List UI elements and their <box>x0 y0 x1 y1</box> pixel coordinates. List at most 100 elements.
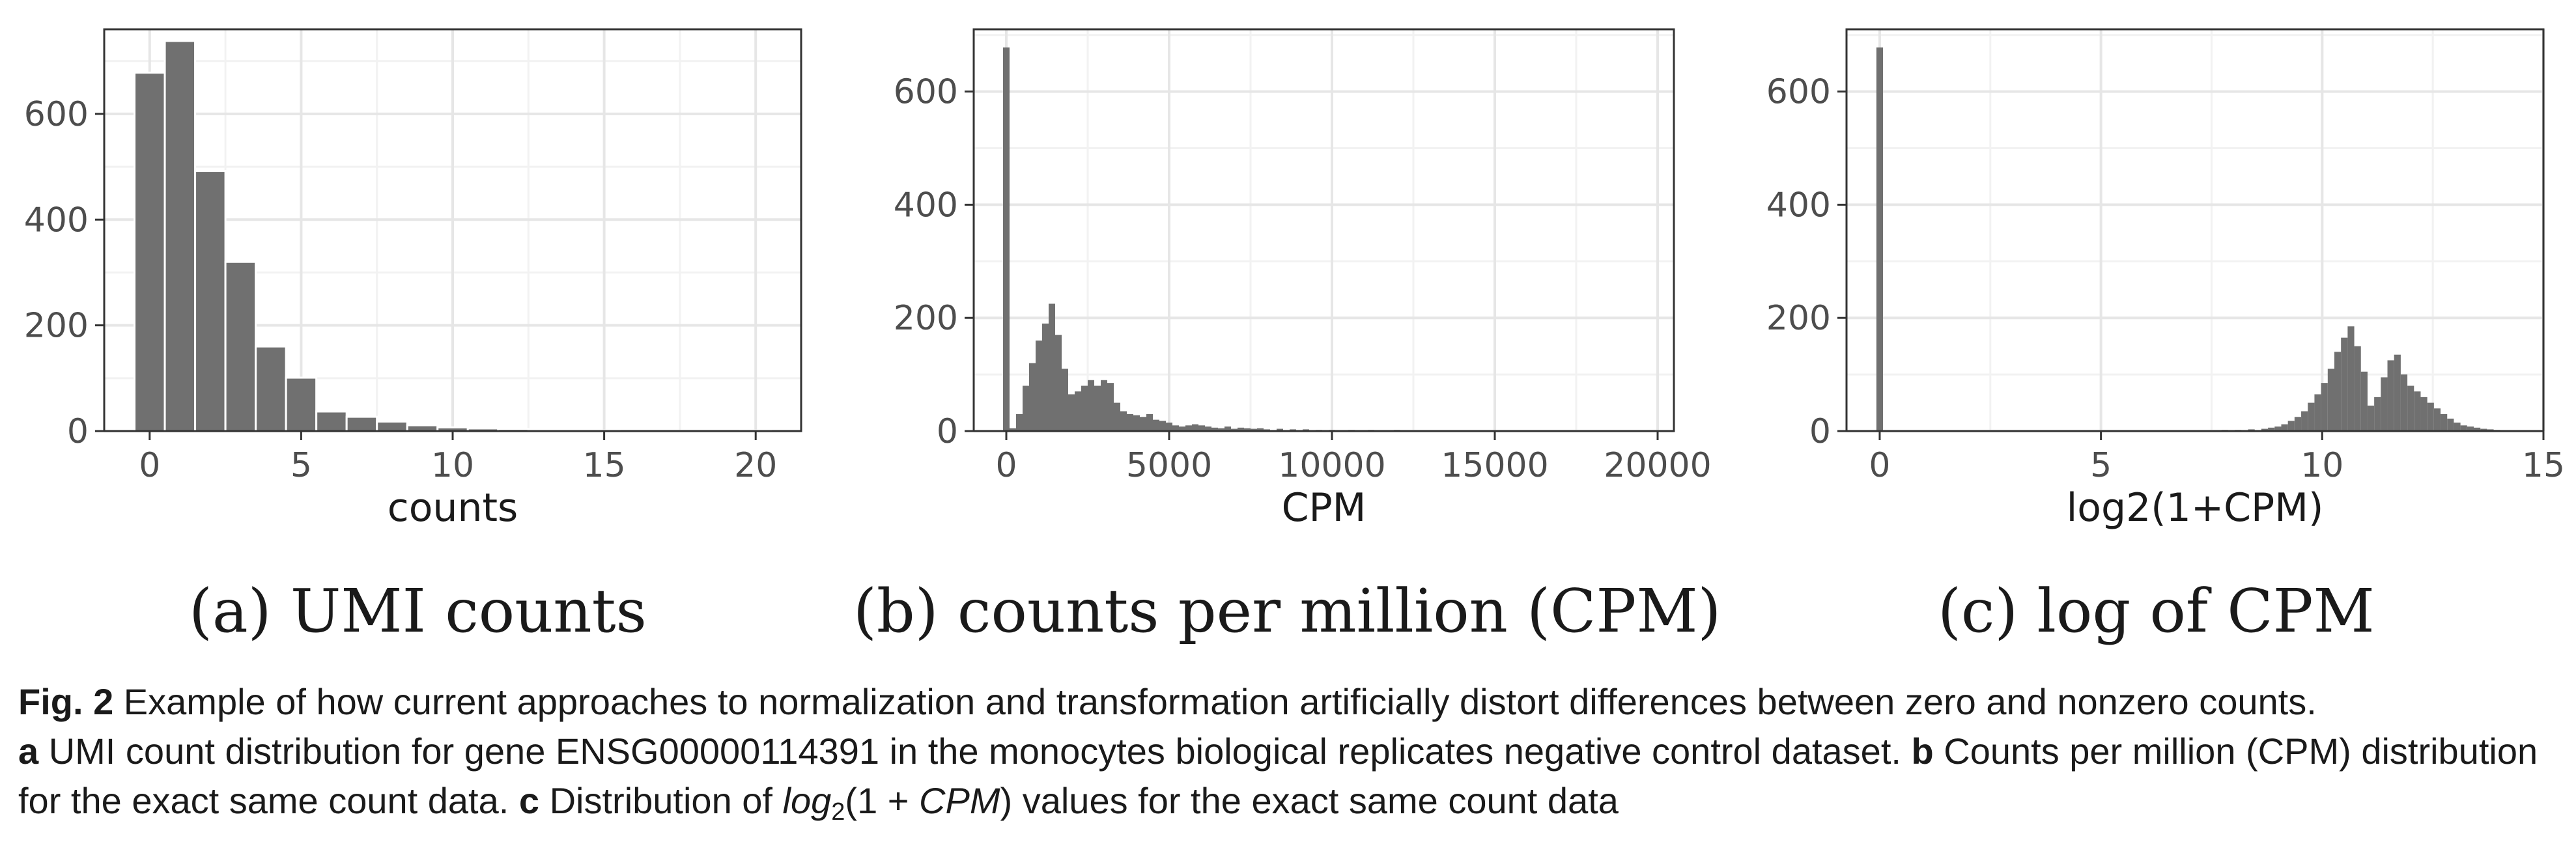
histogram-bar <box>2374 397 2381 431</box>
subcaption-c: (c) log of CPM <box>1938 576 2375 646</box>
caption-fig-label: Fig. 2 <box>18 681 114 722</box>
histogram-bar <box>1075 391 1081 431</box>
histogram-bar <box>2301 411 2308 431</box>
x-tick-label: 10000 <box>1278 446 1385 485</box>
histogram-bar <box>1062 369 1068 431</box>
histogram-bar <box>315 410 348 432</box>
histogram-bar <box>2400 374 2408 431</box>
histogram-bar <box>1049 303 1055 431</box>
histogram-bar <box>2354 346 2361 431</box>
histogram-bar <box>1185 425 1192 431</box>
histogram-bar <box>1140 417 1146 431</box>
panel-a-histogram: 0 200 400 600 0 5 10 15 20 counts <box>24 28 802 531</box>
histogram-bar <box>1277 428 1283 431</box>
x-tick-label: 5000 <box>1126 446 1212 485</box>
histogram-bar <box>2287 421 2295 431</box>
histogram-bar <box>2381 377 2388 431</box>
x-tick-label: 15000 <box>1441 446 1548 485</box>
histogram-bar <box>1094 385 1101 431</box>
y-tick-label: 0 <box>1809 412 1831 451</box>
histogram-bar <box>1179 426 1185 431</box>
histogram-bar <box>1876 47 1884 431</box>
histogram-bar <box>1192 424 1198 431</box>
histogram-bar <box>1101 380 1107 431</box>
histogram-bar <box>2334 352 2342 431</box>
caption-math-cpm: CPM <box>919 780 1000 821</box>
caption-fig-text: Example of how current approaches to nor… <box>113 681 2317 722</box>
panel-border <box>1845 28 2545 432</box>
histogram-bar <box>2394 354 2401 431</box>
x-axis-label: counts <box>388 485 518 531</box>
histogram-bar <box>2261 428 2269 431</box>
caption-math-close: ) <box>1000 780 1013 821</box>
histogram-bar <box>2308 402 2315 431</box>
histogram-bar <box>2281 424 2288 431</box>
caption-c-text-post: values for the exact same count data <box>1012 780 1619 821</box>
histogram-bar <box>2341 337 2348 431</box>
histogram-bar <box>1198 425 1205 431</box>
x-tick-label: 20 <box>734 446 777 485</box>
histogram-bar <box>194 170 227 432</box>
y-tick-label: 200 <box>24 307 89 346</box>
histogram-bar <box>1036 340 1042 431</box>
histogram-bar <box>1257 428 1264 431</box>
histogram-bar <box>376 420 408 432</box>
histogram-bar <box>1029 363 1036 431</box>
histogram-bar <box>2454 422 2461 431</box>
histogram-bar <box>1211 427 1218 431</box>
histogram-bar <box>163 40 197 432</box>
histogram-bar <box>1153 419 1159 431</box>
histogram-bar <box>1114 402 1120 431</box>
histogram-bar <box>1166 422 1172 431</box>
histogram-bar <box>1205 426 1211 431</box>
histogram-bar <box>1120 411 1127 431</box>
y-tick-label: 400 <box>1766 186 1831 225</box>
x-tick-label: 10 <box>431 446 474 485</box>
histogram-bar <box>2407 385 2414 431</box>
histogram-bar <box>1231 428 1238 431</box>
caption-c-label: c <box>518 780 540 821</box>
histogram-bar <box>2460 425 2467 431</box>
caption-a-label: a <box>18 731 39 772</box>
panel-border <box>972 28 1675 432</box>
histogram-bar <box>2360 371 2368 431</box>
x-tick-label: 0 <box>139 446 160 485</box>
histogram-bar <box>1010 428 1016 431</box>
x-tick-label: 0 <box>1869 446 1890 485</box>
histogram-bar <box>1244 428 1251 431</box>
histogram-bar <box>2427 402 2434 431</box>
plot-area <box>1847 29 2543 431</box>
histogram-bar <box>1127 413 1133 431</box>
histogram-bar <box>2347 326 2355 431</box>
panel-c-histogram: 0 200 400 600 0 5 10 15 log2(1+CPM) <box>1766 28 2565 531</box>
y-tick-label: 200 <box>894 299 958 338</box>
caption-c-text-pre: Distribution of <box>539 780 783 821</box>
x-tick-label: 10 <box>2300 446 2343 485</box>
histogram-bar <box>1003 47 1010 431</box>
x-axis-label: CPM <box>1282 485 1366 531</box>
histogram-bar <box>255 345 287 432</box>
caption-math-paren: (1 + <box>845 780 920 821</box>
histogram-bar <box>2474 427 2481 431</box>
histogram-bar <box>1218 428 1224 431</box>
x-tick-label: 5 <box>2090 446 2112 485</box>
histogram-bar <box>2294 417 2302 431</box>
x-axis-label: log2(1+CPM) <box>2067 485 2324 531</box>
caption-b-label: b <box>1911 731 1934 772</box>
histogram-bar <box>2387 360 2394 431</box>
caption-a-text: UMI count distribution for gene ENSG0000… <box>38 731 1912 772</box>
histogram-bar <box>2467 426 2474 431</box>
x-tick-label: 0 <box>995 446 1017 485</box>
x-tick-label: 20000 <box>1604 446 1711 485</box>
histogram-bar <box>2321 383 2328 431</box>
histogram-bar <box>1088 380 1094 431</box>
histogram-bar <box>285 376 318 432</box>
histogram-bar <box>1042 323 1049 431</box>
caption-math-sub: 2 <box>831 798 845 826</box>
histogram-bar <box>2441 413 2448 431</box>
y-tick-label: 200 <box>1766 299 1831 338</box>
x-tick-label: 5 <box>290 446 312 485</box>
histogram-bar <box>2314 394 2321 431</box>
histogram-bar <box>1238 427 1244 431</box>
histogram-bar <box>224 260 257 432</box>
